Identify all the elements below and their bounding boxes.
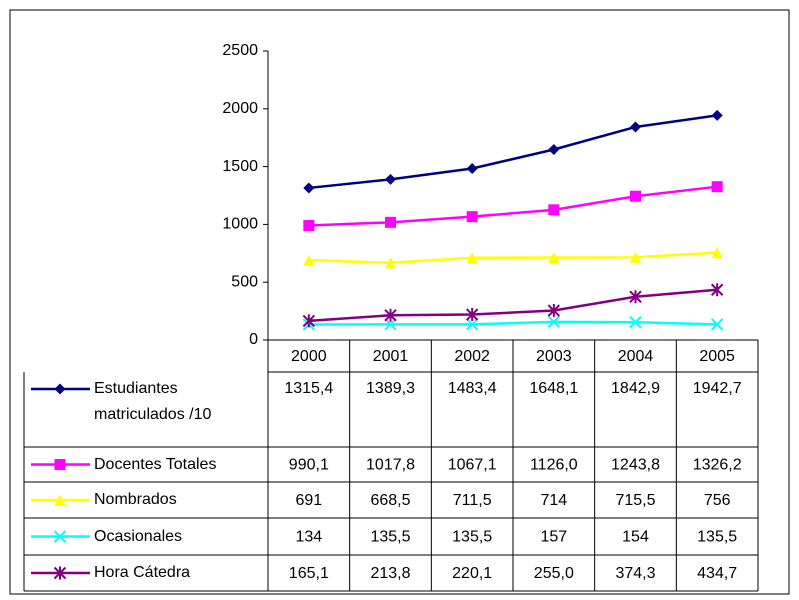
legend-label: Ocasionales [94,527,183,545]
marker [547,315,561,329]
line [308,114,718,190]
data-label: 135,5 [452,529,492,546]
x-tick-label: 2002 [454,348,490,365]
marker [385,257,396,269]
y-tick-label: 0 [249,331,258,348]
data-label: 434,7 [697,565,737,582]
marker [385,216,396,228]
data-label: 990,1 [289,457,329,474]
data-label: 668,5 [370,492,410,509]
data-label: 711,5 [453,492,492,509]
marker [630,121,641,133]
legend-entry: Nombrados [94,491,177,508]
chart-border [9,9,790,595]
data-label: 1483,4 [448,380,497,397]
marker [384,318,397,331]
series [302,283,724,328]
data-label: 756 [704,492,731,509]
data-label: 1017,8 [366,457,415,474]
line [308,185,718,227]
marker [629,315,642,329]
marker [711,181,723,193]
marker [710,283,724,297]
marker [385,173,396,185]
data-label: 135,5 [370,529,410,546]
legend-label: Docentes Totales [94,455,217,473]
marker [711,109,723,121]
marker [384,308,397,322]
y-tick-label: 2000 [222,100,258,117]
data-label: 213,8 [370,565,410,582]
legend-entry: Docentes Totales [94,455,217,473]
data-label: 1243,8 [611,457,660,474]
data-label: 220,1 [452,565,492,582]
marker [548,143,560,155]
x-tick-label: 2000 [291,348,327,365]
data-label: 154 [622,529,649,546]
marker [303,254,315,266]
data-label: 1648,1 [529,380,578,397]
marker [548,251,560,263]
x-tick-label: 2003 [536,348,572,365]
data-label: 714 [540,492,567,509]
data-label: 255,0 [534,565,574,582]
series [303,109,723,194]
y-tick-label: 500 [231,273,258,290]
data-label: 1126,0 [530,457,578,474]
x-tick-label: 2005 [699,348,735,365]
legend-marker [54,383,66,395]
marker [466,163,478,175]
data-label: 157 [540,529,567,546]
data-label: 1326,2 [693,457,742,474]
marker [630,251,641,263]
legend-label: Hora Cátedra [94,564,191,581]
data-label: 165,1 [289,565,329,582]
data-label: 1942,7 [693,380,742,397]
legend-label: Nombrados [94,491,177,508]
legend-entry: Ocasionales [94,527,183,545]
marker [303,182,315,194]
marker [548,204,560,216]
marker [466,211,478,223]
data-label: 1389,3 [366,380,415,397]
x-tick-label: 2004 [618,348,654,365]
data-label: 1315,4 [284,380,333,397]
series [303,181,723,232]
marker [302,314,316,328]
data-label: 691 [295,492,322,509]
y-tick-label: 1000 [222,216,258,233]
marker [711,247,723,259]
marker [303,220,315,232]
series [303,247,723,269]
marker [710,318,724,331]
legend-marker [53,530,67,543]
line [308,288,718,323]
data-label: 1842,9 [611,380,660,397]
marker [466,252,478,264]
data-label: 1067,1 [448,457,497,474]
legend-entry: Estudiantes matriculados /10 [94,380,212,423]
marker [465,308,479,322]
legend-entry: Hora Cátedra [94,564,191,581]
marker [547,304,561,318]
data-label: 135,5 [697,529,737,546]
marker [629,290,642,304]
data-label: 134 [295,529,322,546]
x-tick-label: 2001 [373,348,409,365]
y-tick-label: 1500 [222,158,258,175]
y-tick-label: 2500 [222,42,258,59]
data-label: 374,3 [615,565,655,582]
legend-marker [53,566,67,580]
legend-marker [54,494,66,506]
marker [630,190,641,202]
data-label: 715,5 [615,492,655,509]
legend-label: Estudiantes matriculados /10 [94,380,212,423]
series [302,315,724,331]
legend-marker [54,459,66,470]
marker [465,318,479,331]
line [308,320,718,326]
line [308,251,718,264]
